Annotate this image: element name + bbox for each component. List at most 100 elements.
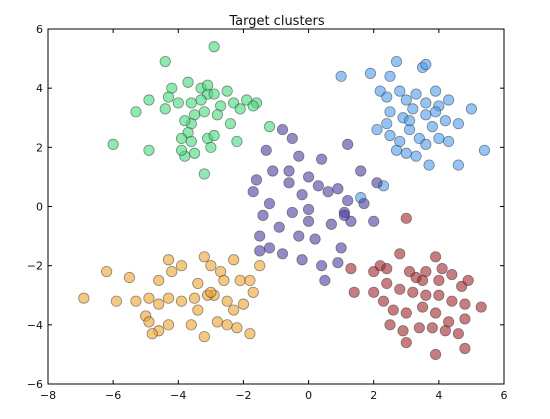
scatter-point — [263, 121, 276, 133]
scatter-point — [198, 168, 210, 180]
scatter-point — [198, 331, 210, 343]
scatter-point — [172, 97, 184, 109]
scatter-point — [302, 171, 315, 183]
scatter-point — [416, 301, 429, 313]
scatter-point — [429, 251, 442, 263]
x-tick-label: −4 — [170, 389, 186, 402]
scatter-point — [244, 274, 256, 287]
scatter-point — [335, 70, 347, 82]
scatter-point — [390, 144, 403, 156]
scatter-point — [221, 319, 233, 331]
scatter-point — [237, 298, 250, 310]
y-tick-label: −4 — [27, 319, 43, 332]
scatter-point — [296, 254, 308, 266]
scatter-point — [208, 88, 220, 100]
scatter-point — [159, 55, 171, 68]
scatter-point — [348, 286, 360, 298]
scatter-point — [208, 41, 220, 53]
scatter-point — [446, 268, 458, 281]
series-1 — [335, 55, 491, 204]
x-tick-label: −8 — [40, 389, 56, 402]
scatter-point — [254, 230, 266, 242]
scatter-point — [198, 251, 210, 263]
scatter-point — [302, 203, 315, 216]
scatter-point — [185, 135, 197, 148]
scatter-point — [433, 132, 445, 145]
scatter-point — [400, 307, 412, 319]
scatter-point — [153, 298, 165, 310]
scatter-point — [302, 215, 315, 227]
scatter-point — [296, 189, 308, 201]
scatter-point — [433, 289, 445, 301]
scatter-point — [446, 295, 458, 307]
scatter-point — [257, 209, 269, 221]
scatter-point — [426, 121, 438, 133]
scatter-point — [322, 186, 334, 198]
series-4 — [345, 212, 487, 361]
scatter-point — [443, 135, 455, 148]
scatter-point — [381, 91, 393, 103]
y-tick-label: 0 — [36, 201, 43, 214]
scatter-point — [283, 177, 295, 189]
scatter-point — [332, 257, 344, 269]
scatter-point — [192, 304, 204, 316]
scatter-point — [387, 304, 399, 316]
scatter-point — [381, 118, 393, 130]
scatter-point — [420, 97, 432, 109]
scatter-point — [202, 79, 214, 91]
scatter-point — [381, 263, 393, 275]
scatter-point — [143, 94, 155, 106]
scatter-point — [195, 94, 207, 106]
scatter-point — [185, 319, 197, 331]
scatter-point — [231, 135, 243, 148]
scatter-point — [452, 118, 464, 130]
scatter-point — [355, 165, 367, 177]
scatter-point — [254, 260, 266, 272]
scatter-point — [254, 245, 266, 257]
scatter-point — [459, 313, 471, 325]
scatter-point — [384, 129, 396, 142]
scatter-point — [153, 274, 165, 287]
scatter-point — [420, 109, 432, 121]
scatter-point — [358, 197, 370, 210]
scatter-point — [293, 230, 305, 242]
scatter-point — [394, 248, 406, 260]
scatter-point — [315, 260, 328, 272]
scatter-point — [394, 283, 406, 295]
scatter-point — [101, 265, 113, 278]
scatter-point — [335, 242, 347, 254]
y-tick-label: −2 — [27, 260, 43, 273]
scatter-point — [182, 76, 194, 88]
scatter-point — [228, 254, 240, 266]
scatter-point — [286, 132, 298, 145]
scatter-point — [143, 144, 155, 156]
scatter-point — [371, 123, 383, 136]
scatter-point — [400, 336, 412, 349]
scatter-point — [244, 328, 256, 340]
scatter-point — [293, 150, 305, 162]
scatter-point — [231, 322, 243, 334]
scatter-point — [123, 271, 136, 284]
chart-title: Target clusters — [228, 14, 325, 29]
scatter-point — [260, 144, 272, 156]
scatter-point — [175, 132, 188, 145]
scatter-point — [459, 342, 471, 355]
scatter-point — [205, 141, 217, 153]
scatter-point — [267, 165, 279, 177]
scatter-point — [315, 153, 328, 165]
scatter-point — [342, 194, 354, 207]
scatter-point — [403, 115, 416, 127]
scatter-point — [221, 85, 233, 97]
scatter-point — [188, 292, 201, 304]
scatter-point — [205, 260, 217, 272]
y-tick-label: 6 — [36, 23, 43, 36]
scatter-point — [110, 295, 123, 307]
scatter-point — [162, 254, 175, 266]
series-3 — [78, 251, 266, 343]
scatter-point — [250, 174, 263, 186]
points-layer — [78, 41, 491, 361]
scatter-point — [179, 115, 191, 127]
scatter-point — [410, 88, 422, 100]
